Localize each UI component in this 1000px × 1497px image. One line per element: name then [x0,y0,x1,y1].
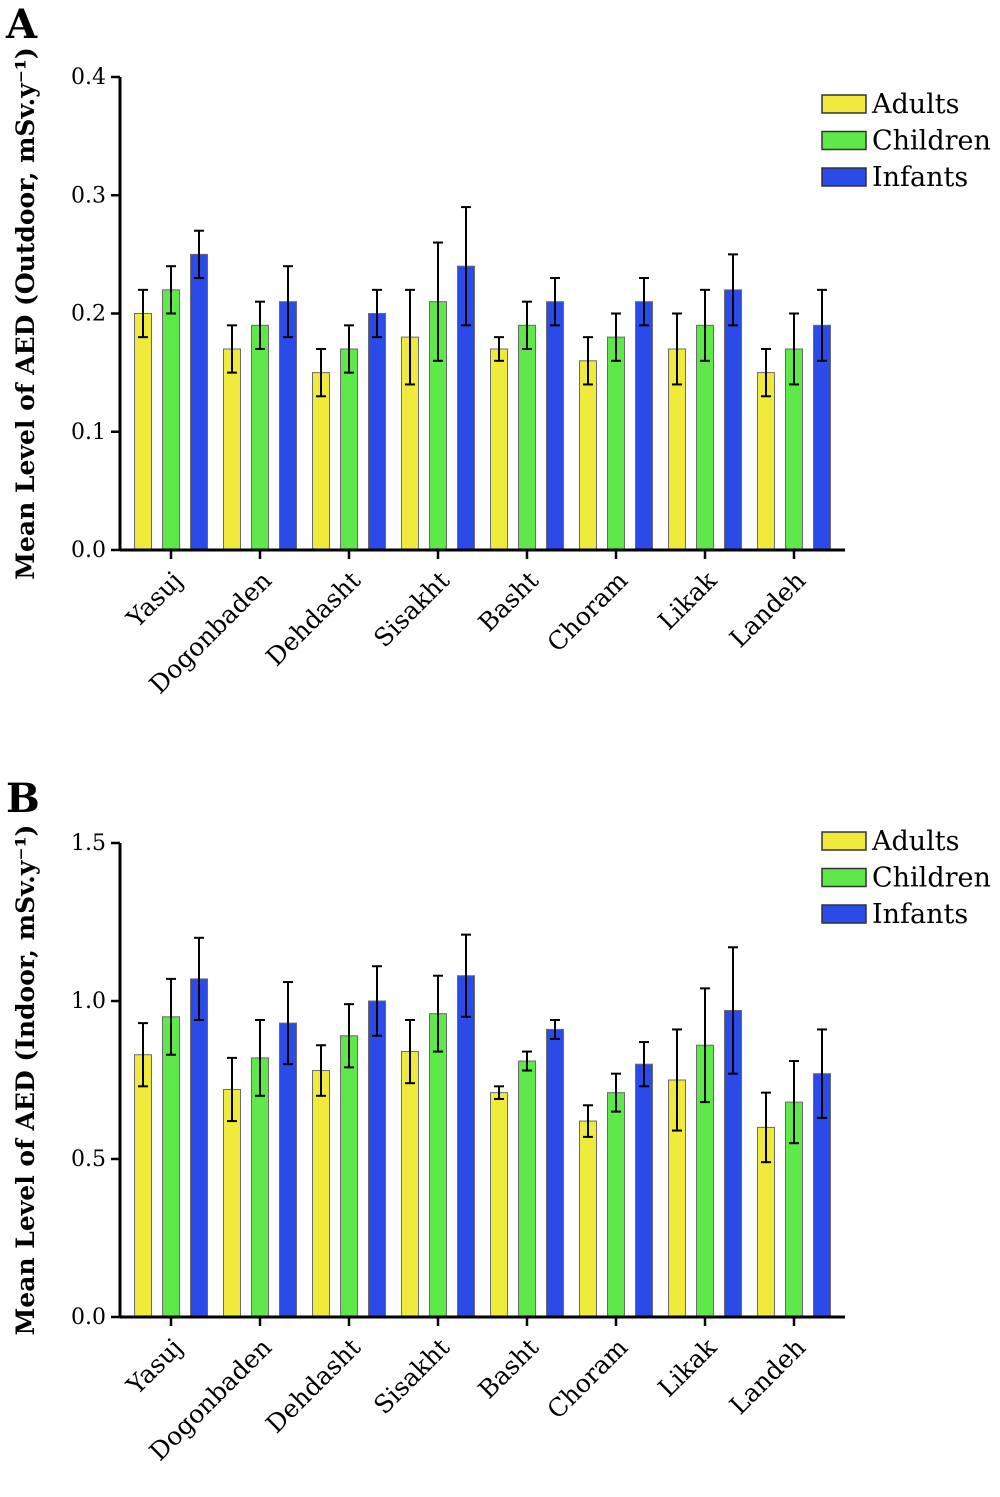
x-tick-label: Likak [652,1332,722,1402]
bar [368,1000,386,1318]
bar [340,1035,358,1318]
bar [190,253,208,551]
bar [457,975,475,1318]
bar [312,1070,330,1318]
bar [607,336,625,551]
legend-label: Infants [872,899,968,930]
bar [429,1013,447,1318]
y-axis-label: Mean Level of AED (Outdoor, mSv.y⁻¹) [11,47,40,579]
x-tick-label: Dehdasht [260,1333,366,1439]
bar [490,1092,508,1318]
bar [134,313,152,551]
bar [223,1088,241,1318]
bar [401,1051,419,1318]
bar [518,324,536,551]
bar [223,348,241,551]
bar [546,1028,564,1318]
x-tick-label: Likak [652,565,722,635]
bar [490,348,508,551]
y-tick-label: 1.5 [71,831,106,856]
bar [607,1092,625,1318]
bar [579,360,597,551]
y-axis-label: Mean Level of AED (Indoor, mSv.y⁻¹) [11,825,40,1336]
bar [162,289,180,551]
legend-swatch [821,130,867,151]
y-tick-label: 0.0 [71,1305,106,1330]
bar [190,978,208,1318]
y-tick-label: 0.2 [71,302,106,327]
x-tick-label: Basht [473,1333,545,1405]
x-tick-label: Yasuj [120,1333,188,1401]
bar [368,313,386,551]
y-tick-label: 0.5 [71,1147,106,1172]
bar [340,348,358,551]
x-tick-label: Sisakht [368,566,455,653]
legend-swatch [821,904,867,924]
legend-swatch [821,867,867,888]
legend-swatch [821,831,867,851]
legend-swatch [821,94,867,114]
y-tick-label: 0.1 [71,420,106,445]
bar [724,289,742,551]
bar [312,372,330,551]
y-tick-label: 0.0 [71,538,106,563]
legend-swatch [821,167,867,187]
y-tick-label: 0.4 [71,65,106,90]
legend-label: Children [872,126,991,157]
bar [279,1022,297,1318]
legend-label: Adults [871,89,960,120]
x-tick-label: Choram [541,566,633,658]
bar [579,1120,597,1318]
bar [546,301,564,551]
panel-label: A [5,1,38,48]
bar [635,301,653,551]
bar [279,301,297,551]
bar [134,1054,152,1318]
panel-label: B [6,775,40,822]
legend-label: Adults [871,826,960,857]
panel-a: A 0.00.10.20.30.4YasujDogonbadenDehdasht… [5,1,991,699]
x-tick-label: Sisakht [368,1333,455,1420]
bar [162,1016,180,1318]
x-tick-label: Landeh [724,1333,811,1420]
y-tick-label: 0.3 [71,183,106,208]
bar [635,1063,653,1318]
bar [518,1060,536,1318]
x-tick-label: Yasuj [120,566,188,634]
legend-label: Children [872,863,991,894]
legend-label: Infants [872,162,968,193]
y-tick-label: 1.0 [71,989,106,1014]
bar [757,372,775,551]
x-tick-label: Basht [473,566,545,638]
x-tick-label: Landeh [724,566,811,653]
x-tick-label: Dehdasht [260,566,366,672]
bar [251,324,269,551]
x-tick-label: Choram [541,1333,633,1425]
